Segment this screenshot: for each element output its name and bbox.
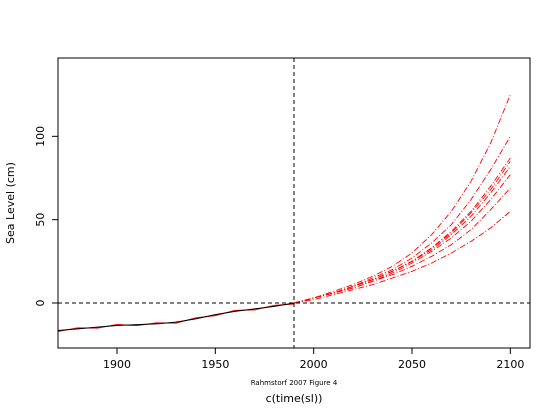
projection-line-8: [293, 210, 511, 304]
x-tick-label: 1900: [103, 358, 131, 371]
projection-line-3: [293, 157, 511, 304]
x-tick-label: 2100: [496, 358, 524, 371]
x-tick-label: 2000: [300, 358, 328, 371]
projection-line-4: [293, 161, 511, 304]
source-annotation: Rahmstorf 2007 Figure 4: [251, 379, 338, 387]
historical-line: [58, 302, 295, 331]
x-axis: 1900 1950 2000 2050 2100: [103, 348, 524, 371]
series-layer: [58, 94, 511, 332]
projection-line-7: [293, 187, 511, 304]
projection-line-1: [293, 94, 511, 304]
y-axis-title: Sea Level (cm): [4, 162, 17, 244]
x-tick-label: 1950: [201, 358, 229, 371]
projection-line-2: [293, 136, 511, 304]
projection-line-6: [293, 174, 511, 304]
plot-frame: [57, 57, 531, 349]
historical-red-line: [58, 303, 295, 332]
y-tick-label: 0: [34, 300, 47, 307]
y-tick-label: 100: [34, 126, 47, 147]
projection-line-5: [293, 166, 511, 304]
x-axis-title: c(time(sl)): [266, 392, 323, 405]
x-tick-label: 2050: [398, 358, 426, 371]
y-axis: 0 50 100: [34, 126, 58, 307]
reference-lines: [58, 58, 530, 348]
y-tick-label: 50: [34, 213, 47, 227]
